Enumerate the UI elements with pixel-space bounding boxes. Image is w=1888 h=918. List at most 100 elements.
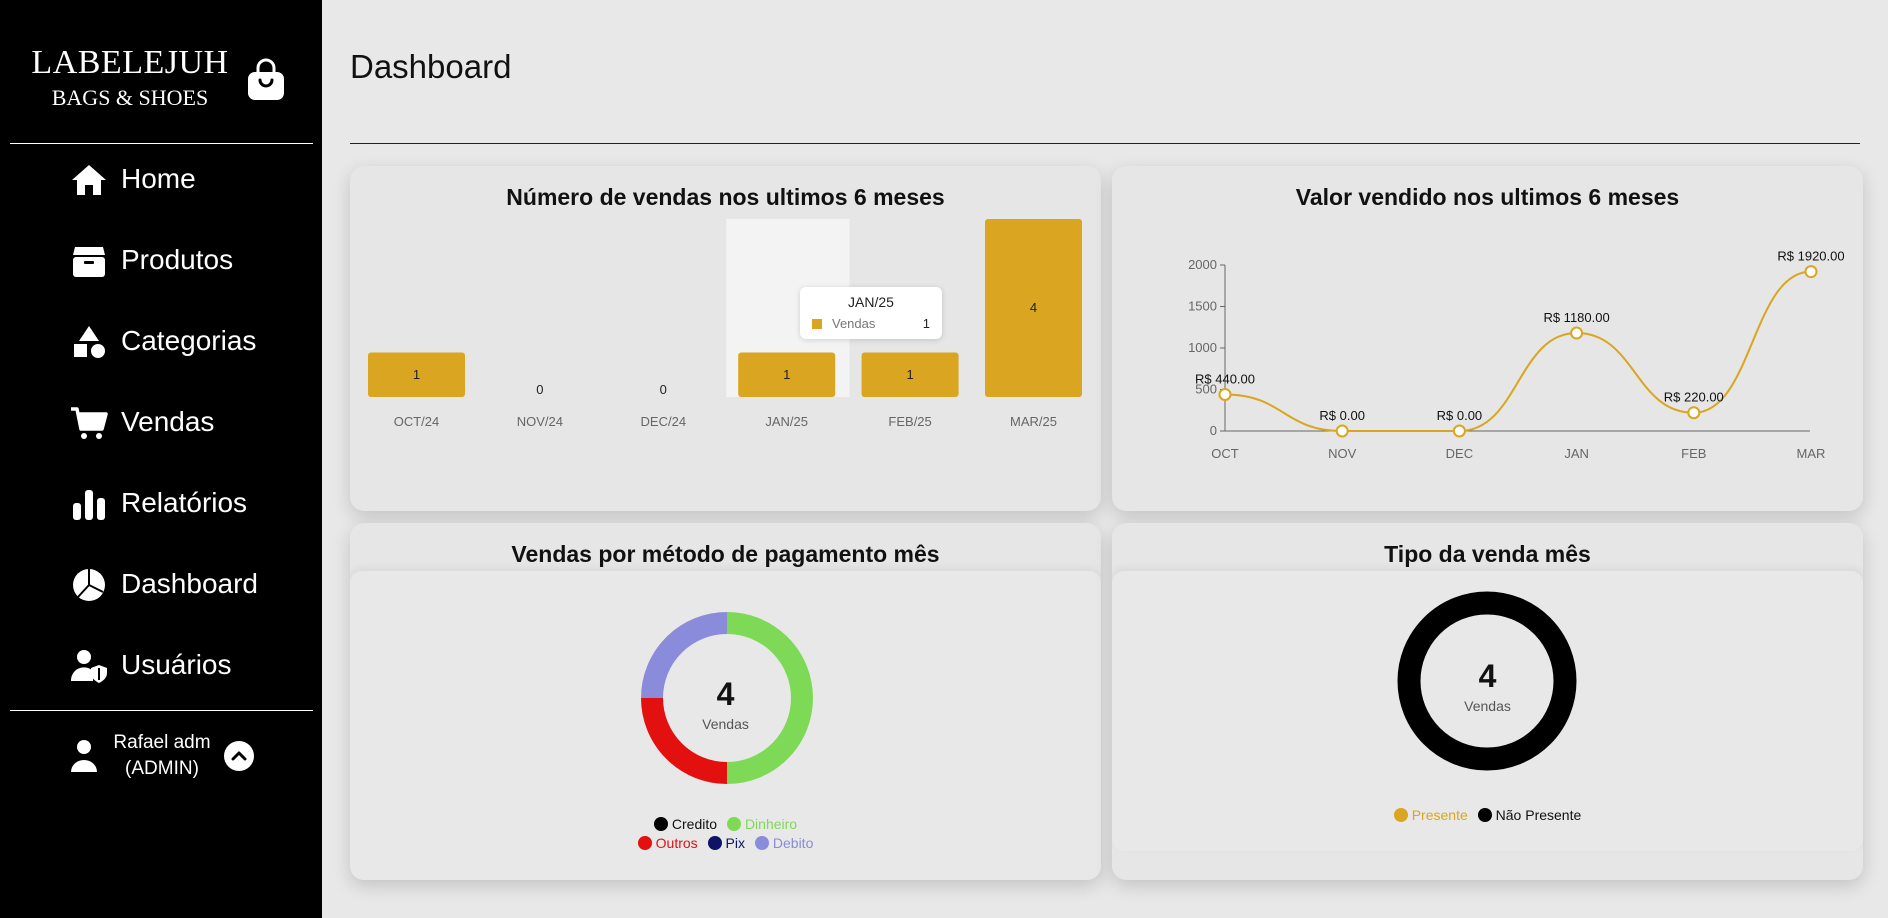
sidebar-item-produtos[interactable]: Produtos <box>0 229 322 289</box>
legend-label: Credito <box>671 816 718 832</box>
data-point[interactable] <box>1335 424 1349 438</box>
title-divider <box>350 143 1860 144</box>
home-icon <box>72 165 106 195</box>
legend-item-credito[interactable]: Credito <box>653 815 718 834</box>
y-tick-label: 2000 <box>1188 257 1217 272</box>
donut-total-label: Vendas <box>702 716 749 732</box>
bar[interactable] <box>985 219 1082 397</box>
legend-label: Debito <box>772 835 814 851</box>
shopping-bag-icon <box>248 58 284 100</box>
data-point[interactable] <box>1804 265 1818 279</box>
legend-item-nao-presente[interactable]: Não Presente <box>1477 806 1582 825</box>
shapes-icon <box>74 326 105 358</box>
sidebar-item-usuarios[interactable]: Usuários <box>0 634 322 694</box>
data-point[interactable] <box>1452 424 1466 438</box>
legend-dot <box>1393 808 1408 822</box>
bar-value-label: 1 <box>783 367 790 382</box>
sidebar-item-label: Relatórios <box>121 487 248 518</box>
sidebar-item-vendas[interactable]: Vendas <box>0 391 322 451</box>
legend-dot <box>726 817 741 831</box>
sidebar-item-label: Dashboard <box>121 568 258 599</box>
legend-item-presente[interactable]: Presente <box>1393 806 1468 825</box>
chart-tooltip: JAN/25 Vendas 1 <box>800 287 942 339</box>
x-tick-label: DEC/24 <box>641 414 687 429</box>
payment-donut-chart[interactable] <box>350 523 1101 880</box>
sidebar-divider-bottom <box>10 710 313 711</box>
bar[interactable] <box>368 352 465 398</box>
brand-logo[interactable]: LABELEJUH BAGS & SHOES <box>30 44 230 112</box>
data-label: R$ 1180.00 <box>1543 310 1609 325</box>
sidebar-item-label: Categorias <box>121 325 257 356</box>
y-tick-label: 500 <box>1195 382 1217 397</box>
bar[interactable] <box>861 352 959 398</box>
chevron-up-icon <box>231 751 247 761</box>
bar-value-label: 1 <box>413 367 420 382</box>
bar-value-label: 0 <box>536 382 543 397</box>
legend-label: Outros <box>655 835 698 851</box>
bar-chart-icon <box>73 490 105 520</box>
data-point[interactable] <box>1687 406 1701 420</box>
card-title: Valor vendido nos ultimos 6 meses <box>1295 184 1680 210</box>
card-title: Tipo da venda mês <box>1384 541 1591 567</box>
x-tick-label: JAN/25 <box>765 414 808 429</box>
sidebar-item-relatorios[interactable]: Relatórios <box>0 472 322 532</box>
x-tick-label: NOV/24 <box>517 414 563 429</box>
donut-slice[interactable] <box>641 697 728 784</box>
sales-value-card: Valor vendido nos ultimos 6 meses 0 500 10… <box>1112 166 1863 511</box>
box-icon <box>73 247 105 277</box>
bar-value-label: 4 <box>1030 300 1037 315</box>
data-label: R$ 440.00 <box>1195 371 1255 386</box>
tooltip-value: 1 <box>922 316 930 331</box>
sales-value-chart[interactable]: 0 500 1000 1500 2000 R$ 440.00 OCT R$ 0.00 NOV R$… <box>1112 166 1863 511</box>
payment-legend: Credito Dinheiro Outros Pix Debito <box>350 815 1101 853</box>
legend-item-dinheiro[interactable]: Dinheiro <box>726 815 797 834</box>
data-label: R$ 0.00 <box>1319 408 1365 423</box>
x-tick-label: FEB/25 <box>888 414 931 429</box>
legend-dot <box>754 836 769 850</box>
donut-total-label: Vendas <box>1464 698 1511 714</box>
legend-dot <box>1477 808 1492 822</box>
donut-slice[interactable] <box>641 612 728 699</box>
donut-slice[interactable] <box>726 612 813 784</box>
sidebar-item-categorias[interactable]: Categorias <box>0 310 322 370</box>
legend-item-outros[interactable]: Outros <box>637 834 698 853</box>
x-tick-label: DEC <box>1446 446 1473 461</box>
x-tick-label: OCT <box>1211 446 1239 461</box>
data-point[interactable] <box>1570 326 1584 340</box>
sidebar-item-dashboard[interactable]: Dashboard <box>0 553 322 613</box>
x-tick-label: NOV <box>1328 446 1357 461</box>
cart-icon <box>71 407 108 439</box>
legend-dot <box>653 817 668 831</box>
brand-tagline: BAGS & SHOES <box>51 85 209 110</box>
page-title: Dashboard <box>350 48 512 85</box>
donut-total: 4 <box>1478 658 1497 694</box>
user-role: (ADMIN) <box>125 758 199 779</box>
legend-dot <box>707 836 722 850</box>
legend-label: Pix <box>725 835 745 851</box>
series-line <box>1224 270 1812 432</box>
sidebar-item-label: Produtos <box>121 244 234 275</box>
legend-item-pix[interactable]: Pix <box>707 834 745 853</box>
sales-count-chart[interactable]: 1 OCT/24 0 NOV/24 0 DEC/24 1 JAN/25 1 FEB/25 4 MAR/… <box>350 166 1101 511</box>
sales-count-card: Número de vendas nos ultimos 6 meses 1 OC… <box>350 166 1101 511</box>
y-tick-label: 1000 <box>1188 340 1217 355</box>
data-label: R$ 220.00 <box>1664 390 1724 405</box>
donut-total: 4 <box>716 676 735 712</box>
y-tick-label: 0 <box>1210 423 1217 438</box>
y-tick-label: 1500 <box>1188 299 1217 314</box>
sidebar: LABELEJUH BAGS & SHOES Home Produtos Cat… <box>0 0 322 918</box>
bar[interactable] <box>738 352 836 398</box>
sidebar-item-home[interactable]: Home <box>0 148 322 208</box>
data-point[interactable] <box>1218 387 1232 401</box>
tooltip-swatch <box>812 319 822 329</box>
legend-label: Não Presente <box>1495 807 1582 823</box>
payment-method-card: Vendas por método de pagamento mês 4 Ven… <box>350 523 1101 880</box>
user-menu-toggle[interactable] <box>224 741 254 771</box>
card-title: Vendas por método de pagamento mês <box>511 541 940 567</box>
data-label: R$ 1920.00 <box>1777 249 1844 264</box>
sale-type-donut-chart[interactable] <box>1112 523 1863 880</box>
brand-name: LABELEJUH <box>31 44 229 81</box>
legend-item-debito[interactable]: Debito <box>754 834 814 853</box>
donut-slice[interactable] <box>1397 591 1577 771</box>
sale-type-card: Tipo da venda mês 4 Vendas Presente Não … <box>1112 523 1863 880</box>
